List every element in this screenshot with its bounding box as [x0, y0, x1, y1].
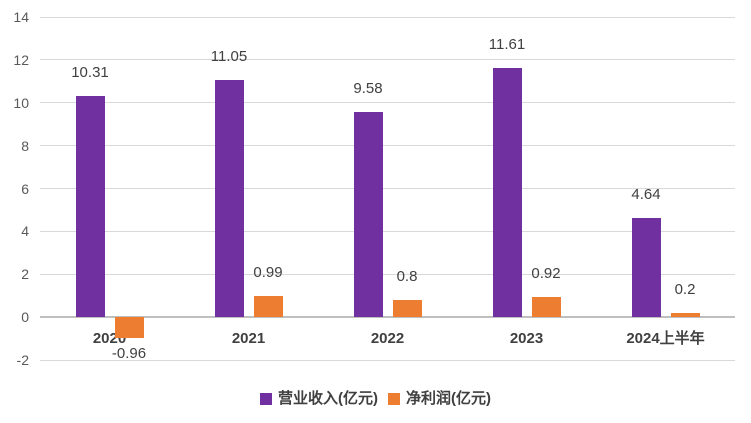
- data-label: 11.61: [488, 36, 526, 54]
- bar-revenue[interactable]: [75, 96, 105, 318]
- y-axis-tick-label: 12: [13, 51, 29, 68]
- gridline: [40, 273, 735, 275]
- data-label: 0.99: [253, 263, 283, 281]
- bar-revenue[interactable]: [353, 111, 383, 318]
- bar-profit[interactable]: [114, 317, 144, 338]
- y-axis-tick-label: 6: [21, 180, 29, 197]
- data-label: 11.05: [210, 48, 248, 66]
- data-label: 0.92: [531, 265, 561, 283]
- x-axis-line: [40, 316, 735, 319]
- bar-profit[interactable]: [670, 312, 700, 318]
- gridline: [40, 102, 735, 104]
- gridline: [40, 188, 735, 189]
- bar-revenue[interactable]: [492, 68, 522, 318]
- data-label: -0.96: [111, 344, 147, 362]
- data-label: 9.58: [353, 79, 383, 97]
- profit-swatch-icon: [388, 393, 400, 405]
- y-axis-tick-label: 4: [21, 223, 29, 240]
- gridline: [40, 359, 735, 361]
- y-axis-tick-label: 10: [13, 94, 29, 111]
- x-axis-category-label: 2021: [231, 330, 266, 347]
- data-label: 0.8: [396, 267, 418, 285]
- bar-profit[interactable]: [392, 299, 422, 318]
- x-axis-category-label: 2023: [509, 330, 544, 347]
- legend: 营业收入(亿元) 净利润(亿元): [0, 389, 751, 409]
- data-label: 4.64: [631, 185, 661, 203]
- legend-item-revenue[interactable]: 营业收入(亿元): [260, 390, 378, 408]
- legend-item-profit[interactable]: 净利润(亿元): [388, 390, 491, 408]
- revenue-swatch-icon: [260, 393, 272, 405]
- gridline: [40, 16, 735, 18]
- gridline: [40, 59, 735, 61]
- y-axis-tick-label: 0: [21, 309, 29, 326]
- y-axis-tick-label: 2: [21, 266, 29, 283]
- y-axis-tick-label: -2: [16, 352, 29, 368]
- y-axis-tick-label: 8: [21, 137, 29, 154]
- bar-profit[interactable]: [531, 297, 561, 318]
- data-label: 10.31: [71, 64, 109, 82]
- bar-profit[interactable]: [253, 295, 283, 318]
- data-label: 0.2: [674, 280, 696, 298]
- gridline: [40, 230, 735, 232]
- bar-revenue[interactable]: [214, 80, 244, 318]
- x-axis-category-label: 2022: [370, 330, 405, 347]
- legend-label-revenue: 营业收入(亿元): [278, 390, 378, 407]
- y-axis-tick-label: 14: [13, 9, 29, 25]
- bar-revenue[interactable]: [631, 217, 661, 318]
- x-axis-category-label: 2024上半年: [626, 330, 705, 347]
- legend-label-profit: 净利润(亿元): [406, 390, 491, 407]
- gridline: [40, 145, 735, 147]
